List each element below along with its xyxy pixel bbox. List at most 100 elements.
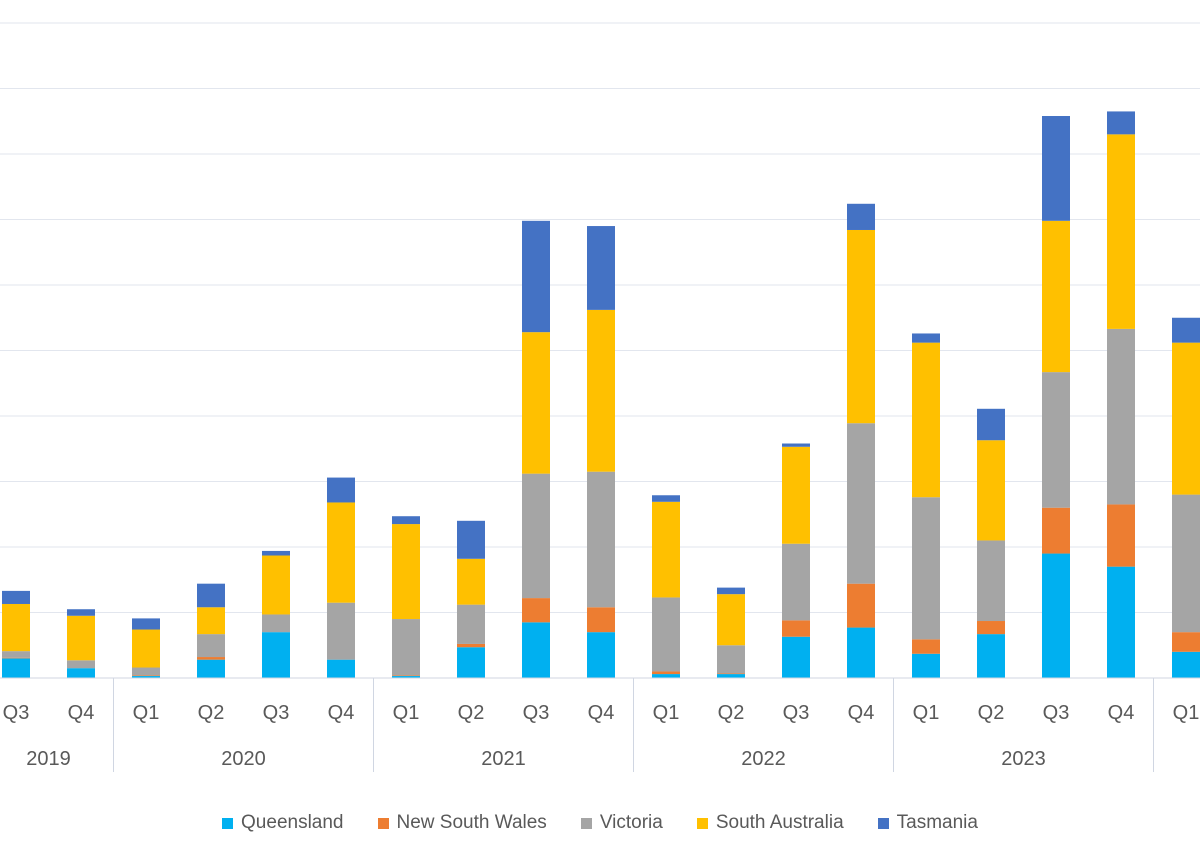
bar-segment-south-australia — [782, 446, 810, 544]
bar-segment-tasmania — [327, 477, 355, 503]
bar-segment-queensland — [457, 647, 485, 678]
bar-segment-queensland — [977, 634, 1005, 678]
bar-segment-tasmania — [522, 220, 550, 333]
x-tick-label: Q1 — [653, 702, 680, 724]
bar-segment-new-south-wales — [652, 671, 680, 675]
bar-segment-new-south-wales — [1107, 504, 1135, 567]
bar-segment-victoria — [132, 667, 160, 676]
bar-segment-victoria — [2, 651, 30, 658]
bar-segment-queensland — [392, 676, 420, 678]
bar-segment-victoria — [1042, 372, 1070, 508]
bar-segment-queensland — [262, 632, 290, 678]
bar-segment-new-south-wales — [1042, 507, 1070, 554]
bar-segment-victoria — [912, 497, 940, 640]
x-tick-label: Q3 — [1043, 702, 1070, 724]
bar-segment-south-australia — [2, 603, 30, 652]
stacked-bar-chart: Q3 Q4 Q1 Q2 Q3 Q4 Q1 Q2 Q3 Q4 Q1 Q2 Q3 Q4 Q1 Q2 Q3 Q4 Q120… — [0, 22, 1200, 772]
legend-swatch — [696, 817, 708, 829]
legend-swatch — [877, 817, 889, 829]
bar-segment-tasmania — [457, 520, 485, 559]
x-tick-label: Q4 — [848, 702, 875, 724]
bar-segment-victoria — [652, 597, 680, 672]
bar-segment-south-australia — [327, 502, 355, 603]
bar-segment-tasmania — [1172, 317, 1200, 343]
bar-segment-victoria — [327, 602, 355, 660]
x-tick-label: Q1 — [133, 702, 160, 724]
bar-segment-tasmania — [392, 516, 420, 525]
bar-segment-new-south-wales — [977, 621, 1005, 635]
bar-segment-queensland — [67, 668, 95, 678]
bar-segment-south-australia — [1042, 220, 1070, 373]
bar-segment-tasmania — [67, 609, 95, 616]
legend-item: Queensland — [222, 812, 344, 834]
bar-segment-south-australia — [1107, 134, 1135, 329]
bar-segment-tasmania — [2, 590, 30, 604]
year-group-label: 2020 — [221, 748, 266, 770]
bar-segment-new-south-wales — [782, 620, 810, 637]
bar-segment-victoria — [782, 543, 810, 621]
bar-segment-victoria — [1107, 328, 1135, 505]
x-tick-label: Q4 — [328, 702, 355, 724]
bar-segment-tasmania — [132, 618, 160, 630]
x-tick-label: Q2 — [458, 702, 485, 724]
bar-segment-queensland — [1042, 553, 1070, 678]
legend-item: New South Wales — [377, 812, 547, 834]
bar-segment-south-australia — [262, 555, 290, 615]
bar-segment-south-australia — [522, 332, 550, 474]
bar-segment-south-australia — [132, 629, 160, 668]
bar-segment-tasmania — [977, 408, 1005, 441]
bar-segment-new-south-wales — [717, 673, 745, 675]
bar-segment-queensland — [587, 632, 615, 678]
bar-segment-new-south-wales — [457, 643, 485, 648]
x-tick-label: Q1 — [393, 702, 420, 724]
bar-segment-south-australia — [912, 342, 940, 498]
bar-segment-south-australia — [1172, 342, 1200, 495]
bar-segment-tasmania — [262, 550, 290, 556]
bar-segment-tasmania — [587, 226, 615, 310]
bar-segment-victoria — [1172, 494, 1200, 633]
x-tick-labels: Q3 Q4 Q1 Q2 Q3 Q4 Q1 Q2 Q3 Q4 Q1 Q2 Q3 Q4 Q1 Q2 Q3 Q4 Q1 — [3, 702, 1200, 724]
x-tick-label: Q3 — [523, 702, 550, 724]
bar-segment-south-australia — [977, 440, 1005, 541]
bar-segment-queensland — [197, 659, 225, 678]
legend-item: Victoria — [580, 812, 663, 834]
x-tick-label: Q1 — [1173, 702, 1200, 724]
chart-legend: Queensland New South Wales Victoria South A… — [0, 812, 1200, 834]
bar-segment-victoria — [717, 645, 745, 674]
bar-segment-queensland — [717, 674, 745, 678]
bar-segment-new-south-wales — [392, 675, 420, 677]
x-tick-label: Q2 — [718, 702, 745, 724]
bar-segment-south-australia — [847, 229, 875, 424]
bar-segment-new-south-wales — [587, 607, 615, 633]
bar-segment-victoria — [587, 471, 615, 608]
bar-segment-victoria — [522, 473, 550, 599]
legend-label: Victoria — [599, 812, 663, 833]
bar-segment-queensland — [2, 658, 30, 678]
bar-segment-new-south-wales — [522, 598, 550, 623]
bar-segment-south-australia — [587, 309, 615, 472]
bar-segment-south-australia — [457, 558, 485, 605]
legend-item: Tasmania — [877, 812, 978, 834]
bar-segment-new-south-wales — [132, 675, 160, 677]
bar-segment-queensland — [1107, 566, 1135, 678]
year-group-label: 2021 — [481, 748, 526, 770]
legend-label: Tasmania — [896, 812, 978, 833]
bar-segment-victoria — [262, 614, 290, 633]
x-tick-label: Q1 — [913, 702, 940, 724]
bar-segment-tasmania — [1107, 111, 1135, 135]
bar-segment-tasmania — [912, 333, 940, 343]
bars — [2, 111, 1200, 678]
bar-segment-queensland — [327, 659, 355, 678]
bar-segment-south-australia — [652, 501, 680, 598]
x-tick-label: Q2 — [198, 702, 225, 724]
bar-segment-new-south-wales — [2, 657, 30, 659]
year-group-label: 2023 — [1001, 748, 1046, 770]
legend-label: South Australia — [715, 812, 844, 833]
bar-segment-victoria — [392, 619, 420, 676]
bar-segment-queensland — [1172, 651, 1200, 678]
bar-segment-queensland — [782, 636, 810, 678]
x-tick-label: Q4 — [1108, 702, 1135, 724]
x-tick-label: Q3 — [263, 702, 290, 724]
legend-swatch — [377, 817, 389, 829]
bar-segment-tasmania — [782, 443, 810, 447]
